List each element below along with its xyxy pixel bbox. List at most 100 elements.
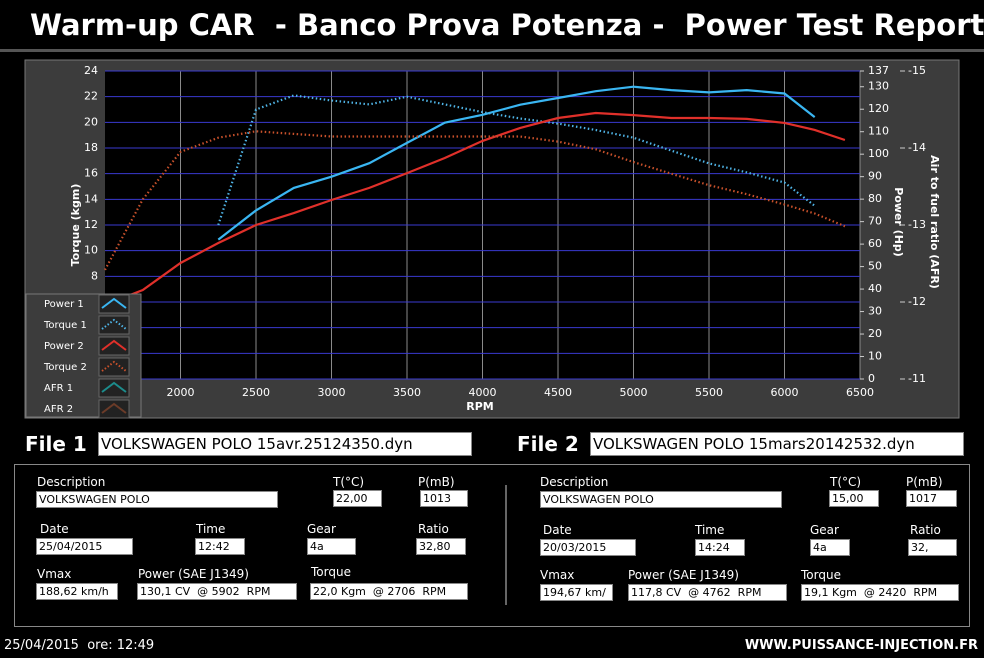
field-value: VOLKSWAGEN POLO xyxy=(36,491,278,508)
y2-tick-label: 90 xyxy=(868,170,882,183)
field-value: VOLKSWAGEN POLO xyxy=(540,491,782,508)
footer-datetime: 25/04/2015 ore: 12:49 xyxy=(4,638,155,653)
field-label: Vmax xyxy=(37,567,72,581)
field-label: Date xyxy=(543,523,572,537)
footer-website: WWW.PUISSANCE-INJECTION.FR xyxy=(744,638,978,653)
y2-tick-label: 10 xyxy=(868,350,882,363)
y3-axis-label: Air to fuel ratio (AFR) xyxy=(928,155,941,289)
field-label: Ratio xyxy=(418,522,449,536)
file-label: File 2 xyxy=(517,432,579,456)
legend-swatch-box xyxy=(98,378,130,398)
file-name: VOLKSWAGEN POLO 15mars20142532.dyn xyxy=(590,432,964,456)
y2-tick-label: 30 xyxy=(868,305,882,318)
field-label: Gear xyxy=(307,522,336,536)
field-value: 20/03/2015 xyxy=(540,539,636,556)
legend-swatch xyxy=(101,339,127,351)
y3-tick-label: -14 xyxy=(908,141,926,154)
series-line xyxy=(217,85,816,241)
field-label: Torque xyxy=(311,565,351,579)
legend-swatch-box xyxy=(98,336,130,356)
x-tick-label: 5500 xyxy=(695,386,723,399)
x-tick-label: 4000 xyxy=(469,386,497,399)
y2-tick-label: 110 xyxy=(868,125,889,138)
field-value: 19,1 Kgm @ 2420 RPM xyxy=(801,584,959,601)
file-name: VOLKSWAGEN POLO 15avr.25124350.dyn xyxy=(98,432,472,456)
legend-swatch xyxy=(101,318,127,330)
legend-label: Torque 2 xyxy=(43,362,87,373)
y-tick-label: 8 xyxy=(91,269,98,282)
y2-tick-label: 20 xyxy=(868,327,882,340)
x-tick-label: 3000 xyxy=(318,386,346,399)
field-value: 32,80 xyxy=(416,538,466,555)
y-tick-label: 10 xyxy=(84,244,98,257)
legend-swatch-box xyxy=(98,357,130,377)
y2-tick-label: 137 xyxy=(868,64,889,77)
y2-axis-label: Power (Hp) xyxy=(892,187,905,257)
y2-tick-label: 80 xyxy=(868,192,882,205)
x-tick-label: 5000 xyxy=(620,386,648,399)
y2-tick-label: 130 xyxy=(868,80,889,93)
y-tick-label: 18 xyxy=(84,141,98,154)
legend-swatch xyxy=(101,381,127,393)
y2-tick-label: 40 xyxy=(868,282,882,295)
field-value: 22,0 Kgm @ 2706 RPM xyxy=(310,583,468,600)
legend-swatch xyxy=(101,297,127,309)
legend-swatch xyxy=(101,360,127,372)
field-label: P(mB) xyxy=(906,475,943,489)
field-value: 4a xyxy=(307,538,356,555)
y2-tick-label: 50 xyxy=(868,260,882,273)
x-tick-label: 3500 xyxy=(393,386,421,399)
field-label: Power (SAE J1349) xyxy=(628,568,739,582)
field-value: 117,8 CV @ 4762 RPM xyxy=(628,584,787,601)
legend-label: AFR 2 xyxy=(44,404,73,415)
field-label: Description xyxy=(37,475,106,489)
x-tick-label: 6500 xyxy=(846,386,874,399)
field-label: Gear xyxy=(810,523,839,537)
x-tick-label: 2000 xyxy=(167,386,195,399)
y3-tick-label: -13 xyxy=(908,218,926,231)
field-value: 14:24 xyxy=(695,539,745,556)
field-value: 130,1 CV @ 5902 RPM xyxy=(137,583,297,600)
y-axis-label: Torque (kgm) xyxy=(69,184,82,267)
field-label: P(mB) xyxy=(418,475,455,489)
field-label: T(°C) xyxy=(333,475,365,489)
separator xyxy=(0,49,984,52)
file-label: File 1 xyxy=(25,432,87,456)
legend-label: AFR 1 xyxy=(44,383,73,394)
divider xyxy=(505,485,507,605)
field-label: Time xyxy=(196,522,226,536)
legend-swatch-box xyxy=(98,315,130,335)
field-value: 1017 xyxy=(906,490,957,507)
report-title: Warm-up CAR - Banco Prova Potenza - Powe… xyxy=(30,8,984,42)
info-panel xyxy=(14,464,970,627)
legend-swatch-box xyxy=(98,399,130,419)
y2-tick-label: 70 xyxy=(868,215,882,228)
field-value: 22,00 xyxy=(333,490,382,507)
field-label: Description xyxy=(540,475,609,489)
series-line xyxy=(104,111,846,306)
y-tick-label: 16 xyxy=(84,167,98,180)
field-label: Vmax xyxy=(540,568,575,582)
legend-label: Power 2 xyxy=(44,341,84,352)
chart: RPM Torque (kgm) Power (Hp) Air to fuel … xyxy=(24,59,960,419)
x-tick-label: 2500 xyxy=(242,386,270,399)
y3-tick-label: -11 xyxy=(908,372,926,385)
field-label: Ratio xyxy=(910,523,941,537)
y2-tick-label: 100 xyxy=(868,147,889,160)
legend-swatch xyxy=(101,402,127,414)
field-value: 194,67 km/ xyxy=(540,584,613,601)
y-tick-label: 20 xyxy=(84,115,98,128)
field-value: 4a xyxy=(810,539,850,556)
legend-swatch-box xyxy=(98,294,130,314)
field-value: 15,00 xyxy=(829,490,879,507)
y2-tick-label: 120 xyxy=(868,102,889,115)
field-value: 188,62 km/h xyxy=(36,583,118,600)
field-value: 32, xyxy=(908,539,957,556)
x-axis-label: RPM xyxy=(466,400,493,413)
y3-tick-label: -12 xyxy=(908,295,926,308)
legend-label: Power 1 xyxy=(44,299,84,310)
field-label: Power (SAE J1349) xyxy=(138,567,249,581)
field-label: T(°C) xyxy=(830,475,862,489)
y2-tick-label: 60 xyxy=(868,237,882,250)
series-line xyxy=(104,130,846,271)
